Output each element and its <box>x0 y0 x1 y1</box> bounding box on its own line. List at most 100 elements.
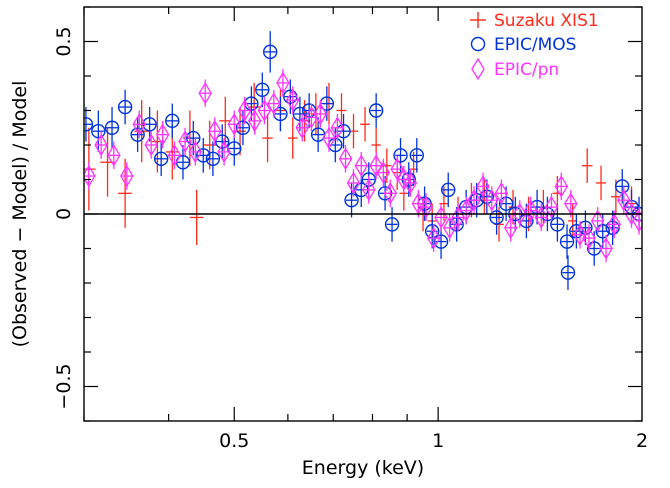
data-point <box>267 89 281 118</box>
data-point <box>237 96 252 125</box>
data-point <box>476 172 490 201</box>
data-point <box>383 179 398 208</box>
data-point <box>426 224 441 252</box>
data-point <box>338 145 353 173</box>
legend-item: EPIC/MOS <box>470 35 576 55</box>
data-point <box>607 210 622 239</box>
data-point <box>336 93 347 128</box>
data-point <box>295 113 309 142</box>
data-point <box>285 86 300 114</box>
data-point <box>104 107 120 149</box>
data-point <box>117 89 133 125</box>
data-point <box>322 124 336 152</box>
data-point <box>595 165 607 201</box>
data-point <box>419 193 433 221</box>
tick-layer: 0.5 1 2 −0.5 0 0.5 <box>53 6 648 452</box>
data-point <box>376 158 391 187</box>
data-point <box>167 141 182 170</box>
data-point <box>360 107 370 142</box>
data-point <box>132 110 147 139</box>
data-point <box>354 151 369 180</box>
data-point <box>409 138 424 173</box>
data-point <box>84 107 94 142</box>
x-tick-label: 1 <box>432 430 444 452</box>
data-point <box>217 138 231 166</box>
x-tick-label: 2 <box>636 430 648 452</box>
data-point <box>384 207 400 242</box>
data-point <box>215 124 230 159</box>
x-tick-label: 0.5 <box>219 430 249 452</box>
data-point <box>319 86 335 121</box>
data-point <box>590 207 605 235</box>
data-point <box>393 138 408 173</box>
data-point <box>554 172 569 201</box>
data-point <box>346 169 361 197</box>
data-point <box>175 145 191 180</box>
data-point <box>632 207 642 235</box>
data-point <box>369 151 383 180</box>
y-axis-label: (Observed − Model) / Model <box>9 81 31 348</box>
legend: Suzaku XIS1 EPIC/MOS EPIC/pn <box>470 11 599 81</box>
data-point <box>144 131 158 159</box>
data-point <box>150 110 165 173</box>
legend-label: Suzaku XIS1 <box>494 11 599 31</box>
data-point <box>153 141 169 177</box>
data-point <box>390 155 404 183</box>
data-point <box>188 138 203 166</box>
data-point <box>227 110 242 139</box>
data-point <box>205 141 221 177</box>
data-point <box>559 224 575 259</box>
data-point <box>283 79 298 114</box>
data-point <box>91 110 106 152</box>
legend-item: Suzaku XIS1 <box>470 11 599 31</box>
data-point <box>550 207 565 242</box>
y-tick-label: 0.5 <box>53 26 75 56</box>
data-point <box>118 158 132 228</box>
data-point <box>255 72 270 108</box>
x-axis-label: Energy (keV) <box>302 457 424 479</box>
data-point <box>615 169 630 204</box>
data-point <box>344 182 359 218</box>
data-point <box>362 176 376 204</box>
series-diamond <box>84 69 642 263</box>
data-point <box>178 127 192 156</box>
data-point <box>494 179 509 208</box>
y-tick-label: 0 <box>53 208 75 220</box>
data-point <box>573 220 587 249</box>
data-point <box>459 196 473 225</box>
data-point <box>165 103 180 139</box>
data-point <box>336 113 351 149</box>
data-point <box>578 210 593 246</box>
data-point <box>257 96 272 125</box>
data-point <box>582 224 596 252</box>
data-point <box>489 200 504 235</box>
data-point <box>198 79 212 108</box>
legend-label: EPIC/pn <box>494 60 559 80</box>
data-point <box>287 117 298 159</box>
data-point <box>219 96 232 145</box>
data-point <box>94 131 108 159</box>
data-point <box>330 113 345 142</box>
data-point <box>208 117 222 145</box>
data-point <box>581 148 593 183</box>
data-point <box>599 234 613 263</box>
y-tick-label: −0.5 <box>53 363 75 409</box>
data-point <box>560 255 576 290</box>
data-point <box>605 210 620 246</box>
data-point <box>403 169 418 197</box>
data-point <box>442 214 457 242</box>
legend-item: EPIC/pn <box>471 57 559 81</box>
data-point <box>120 162 134 190</box>
data-point <box>617 186 631 214</box>
legend-label: EPIC/MOS <box>494 35 576 55</box>
data-point <box>503 214 518 242</box>
data-point <box>189 189 204 246</box>
data-point <box>276 69 290 97</box>
data-point <box>262 31 278 73</box>
data-point <box>107 141 121 170</box>
data-layer <box>84 31 642 290</box>
data-point <box>130 117 145 152</box>
data-point <box>441 172 456 208</box>
data-point <box>544 193 559 221</box>
data-point <box>155 120 170 149</box>
